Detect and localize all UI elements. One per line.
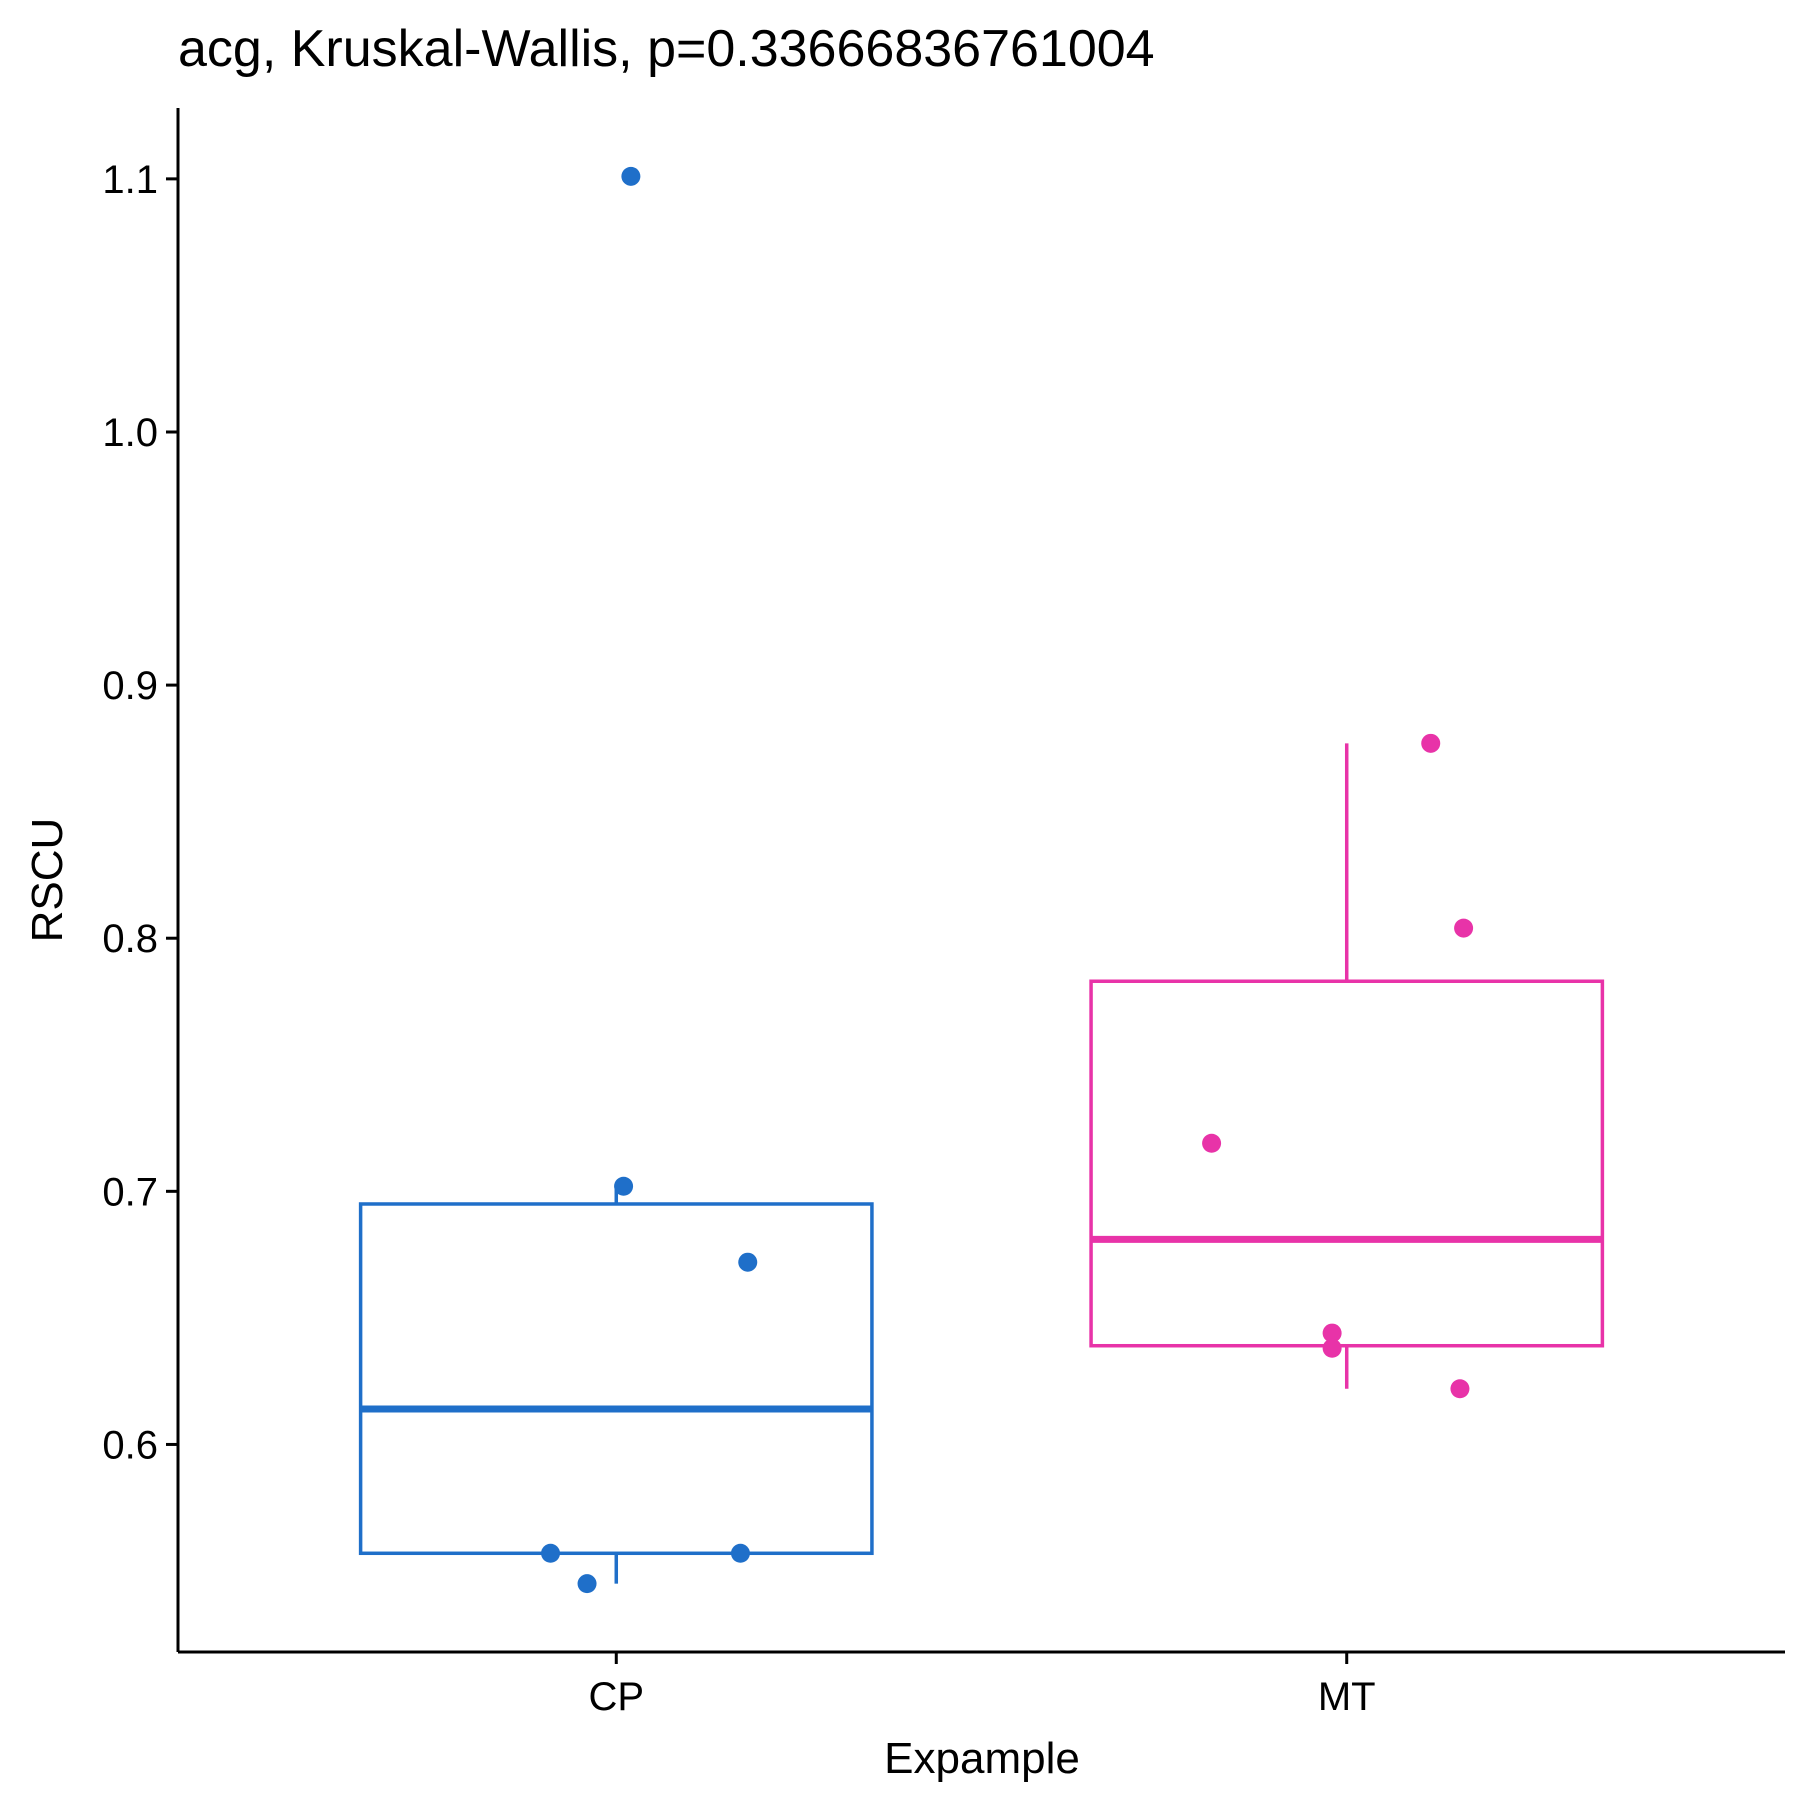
data-point <box>1450 1379 1470 1399</box>
data-point <box>577 1574 597 1594</box>
data-point <box>1454 918 1474 938</box>
box <box>1089 979 1605 1348</box>
y-tick-label: 0.7 <box>102 1170 158 1214</box>
data-point <box>621 166 641 186</box>
data-point <box>1421 733 1441 753</box>
y-tick-label: 0.6 <box>102 1423 158 1467</box>
x-axis-title: Expample <box>884 1734 1080 1783</box>
chart-title: acg, Kruskal-Wallis, p=0.33666836761004 <box>178 20 1155 78</box>
data-point <box>614 1176 634 1196</box>
plot-area <box>358 166 1605 1594</box>
y-tick-label: 1.0 <box>102 411 158 455</box>
data-point <box>1202 1133 1222 1153</box>
x-tick-label: CP <box>588 1675 644 1719</box>
box <box>358 1202 874 1556</box>
y-axis-title: RSCU <box>23 818 72 943</box>
data-point <box>541 1543 561 1563</box>
y-tick-label: 0.8 <box>102 917 158 961</box>
x-tick-label: MT <box>1318 1675 1376 1719</box>
y-tick-label: 0.9 <box>102 664 158 708</box>
data-point <box>730 1543 750 1563</box>
data-point <box>738 1252 758 1272</box>
axes: 0.6 0.7 0.8 0.9 1.0 1.1 CP MT <box>102 108 1785 1719</box>
box-group-mt <box>1089 733 1605 1399</box>
data-point <box>1322 1338 1342 1358</box>
data-point <box>1322 1323 1342 1343</box>
box-group-cp <box>358 166 874 1594</box>
y-tick-label: 1.1 <box>102 158 158 202</box>
